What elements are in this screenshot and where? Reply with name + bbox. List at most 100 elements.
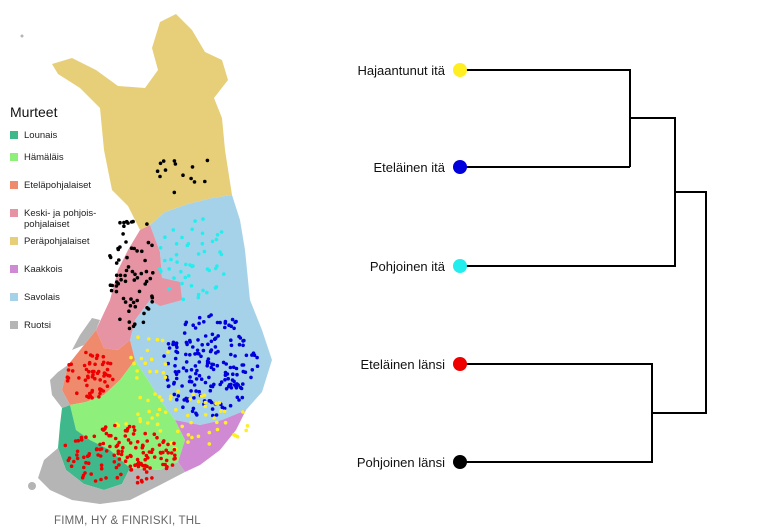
sample-point — [151, 271, 155, 275]
sample-point — [230, 317, 235, 322]
sample-point — [209, 339, 214, 344]
sample-point — [84, 435, 88, 440]
sample-point — [190, 165, 195, 169]
sample-point — [197, 321, 201, 326]
dendrogram-leaves: Hajaantunut itä Eteläinen itä Pohjoinen it… — [357, 63, 467, 470]
sample-point — [125, 255, 129, 260]
sample-point — [98, 391, 102, 396]
sample-point — [162, 354, 166, 358]
region-etelapohjalaiset — [62, 330, 135, 405]
region-lounais — [58, 405, 130, 490]
sample-point — [255, 355, 259, 360]
sample-point — [157, 407, 162, 412]
sample-point — [120, 449, 124, 454]
sample-point — [143, 457, 147, 462]
sample-point — [207, 314, 211, 319]
sample-point — [143, 258, 147, 263]
legend-swatch — [10, 265, 18, 273]
sample-point — [155, 337, 160, 342]
sample-point — [83, 471, 87, 475]
island-dot — [20, 34, 24, 38]
sample-point — [135, 480, 140, 485]
legend-label: Peräpohjalaiset — [24, 236, 90, 247]
sample-point — [76, 438, 81, 443]
map-legend: Murteet Lounais Hämäläis Eteläpohjalaiset K… — [10, 104, 96, 331]
sample-point — [232, 326, 236, 331]
branch-leaf-3 — [460, 363, 653, 463]
sample-point — [87, 369, 91, 374]
sample-point — [129, 355, 133, 360]
sample-point — [189, 176, 193, 181]
legend-item: Kaakkois — [10, 264, 120, 275]
sample-point — [172, 457, 176, 461]
sample-point — [176, 394, 181, 398]
sample-point — [242, 338, 246, 343]
sample-point — [117, 258, 121, 262]
legend-item: Peräpohjalaiset — [10, 236, 120, 247]
sample-point — [123, 459, 128, 464]
sample-point — [85, 454, 90, 459]
sample-point — [142, 311, 146, 316]
sample-point — [233, 354, 237, 358]
region-perapohjalaiset — [52, 14, 232, 230]
sample-point — [215, 427, 220, 432]
sample-point — [75, 453, 79, 457]
sample-point — [245, 424, 250, 428]
sample-point — [118, 273, 123, 278]
sample-point — [203, 380, 208, 385]
sample-point — [164, 458, 169, 463]
sample-point — [98, 447, 102, 452]
leaf-label: Eteläinen länsi — [360, 357, 445, 372]
sample-point — [189, 368, 194, 372]
sample-point — [161, 450, 165, 455]
sample-point — [85, 383, 89, 388]
sample-point — [85, 394, 89, 399]
legend-swatch — [10, 209, 18, 217]
sample-point — [226, 376, 230, 381]
sample-point — [214, 237, 219, 242]
sample-point — [149, 357, 154, 362]
sample-point — [209, 384, 213, 389]
sample-point — [112, 453, 116, 458]
sample-point — [188, 379, 192, 384]
sample-point — [205, 158, 210, 163]
sample-point — [172, 382, 176, 386]
sample-point — [126, 438, 131, 442]
sample-point — [140, 480, 144, 484]
sample-point — [128, 303, 133, 308]
sample-point — [133, 322, 137, 327]
sample-point — [209, 348, 214, 352]
sample-point — [141, 450, 146, 455]
sample-point — [117, 463, 121, 467]
sample-point — [179, 269, 183, 274]
sample-point — [157, 395, 162, 399]
sample-point — [205, 361, 210, 366]
sample-point — [186, 242, 191, 246]
sample-point — [116, 281, 121, 286]
sample-point — [215, 320, 220, 325]
leaf-marker — [453, 63, 467, 77]
sample-point — [154, 369, 159, 374]
sample-point — [93, 479, 98, 483]
sample-point — [142, 467, 147, 471]
sample-point — [77, 376, 81, 380]
sample-point — [186, 433, 191, 437]
sample-point — [196, 338, 200, 342]
dialect-regions — [20, 14, 272, 504]
sample-point — [223, 378, 227, 382]
sample-point — [218, 382, 222, 387]
sample-point — [95, 371, 100, 376]
sample-point — [138, 419, 143, 424]
sample-point — [236, 383, 240, 387]
sample-point — [132, 428, 137, 433]
sample-point — [166, 350, 170, 354]
sample-point — [218, 250, 222, 254]
sample-point — [144, 470, 149, 474]
sample-point — [207, 375, 211, 380]
sample-point — [145, 464, 149, 469]
sample-point — [231, 365, 236, 370]
sample-point — [199, 377, 204, 382]
sample-point — [160, 338, 165, 343]
sample-point — [174, 252, 179, 257]
sample-point — [67, 456, 72, 461]
